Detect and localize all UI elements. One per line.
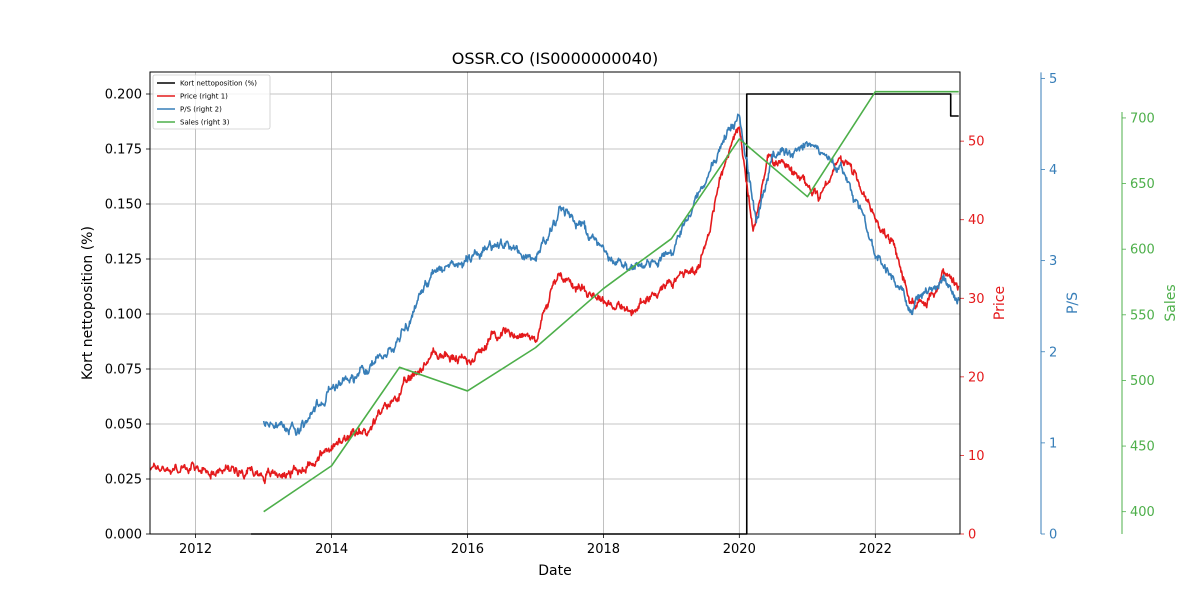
price-axis-tick-label: 40 <box>968 213 985 228</box>
ps-axis-tick-label: 2 <box>1049 345 1057 360</box>
axes-layer: 2012 2014 2016 2018 2020 20220.0000.0250.0500… <box>105 71 1155 557</box>
sales-axis-tick-label: 650 <box>1130 177 1155 192</box>
left-axis-tick-label: 0.075 <box>105 363 142 378</box>
x-tick-label: 2014 <box>315 542 348 557</box>
ps-axis-tick-label: 1 <box>1049 436 1057 451</box>
price-axis-tick-label: 20 <box>968 370 985 385</box>
left-axis-tick-label: 0.175 <box>105 143 142 158</box>
sales-axis-tick-label: 700 <box>1130 111 1155 126</box>
price-axis-tick-label: 10 <box>968 449 985 464</box>
ps-axis-tick-label: 4 <box>1049 163 1057 178</box>
sales-axis-tick-label: 550 <box>1130 308 1155 323</box>
legend: Kort nettoposition (%) Price (right 1) P/S… <box>152 74 271 130</box>
left-axis-tick-label: 0.100 <box>105 308 142 323</box>
legend-label-ps: P/S (right 2) <box>180 106 222 114</box>
left-axis-label: Kort nettoposition (%) <box>80 226 96 380</box>
x-tick-label: 2016 <box>451 542 484 557</box>
ps-axis-tick-label: 0 <box>1049 528 1057 543</box>
series-layer <box>149 90 960 535</box>
legend-label-short: Kort nettoposition (%) <box>180 80 257 88</box>
ps-axis-tick-label: 5 <box>1049 72 1057 87</box>
price-series-line <box>149 126 960 485</box>
x-axis-label: Date <box>538 563 571 579</box>
legend-label-price: Price (right 1) <box>180 93 228 101</box>
sales-axis-tick-label: 500 <box>1130 374 1155 389</box>
price-axis-tick-label: 30 <box>968 292 985 307</box>
left-axis-tick-label: 0.000 <box>105 528 142 543</box>
x-tick-label: 2018 <box>587 542 620 557</box>
price-axis-tick-label: 0 <box>968 528 976 543</box>
plot-frame <box>149 71 961 535</box>
sales-series-line <box>263 90 959 513</box>
price-axis-label: Price <box>992 286 1008 320</box>
sales-axis-tick-label: 600 <box>1130 243 1155 258</box>
x-tick-label: 2020 <box>723 542 756 557</box>
left-axis-tick-label: 0.150 <box>105 198 142 213</box>
sales-axis-tick-label: 450 <box>1130 440 1155 455</box>
sales-axis-tick-label: 400 <box>1130 505 1155 520</box>
x-tick-label: 2022 <box>859 542 892 557</box>
legend-box <box>152 74 271 130</box>
left-axis-tick-label: 0.050 <box>105 418 142 433</box>
left-axis-tick-label: 0.125 <box>105 253 142 268</box>
ps-series-line <box>262 113 960 436</box>
price-axis-tick-label: 50 <box>968 135 985 150</box>
ps-axis-label: P/S <box>1065 292 1081 314</box>
chart-title: OSSR.CO (IS0000000040) <box>452 49 659 68</box>
ps-axis-tick-label: 3 <box>1049 254 1057 269</box>
left-axis-tick-label: 0.025 <box>105 473 142 488</box>
x-tick-label: 2012 <box>179 542 212 557</box>
sales-axis-label: Sales <box>1163 284 1179 321</box>
legend-label-sales: Sales (right 3) <box>180 119 230 127</box>
grid-layer <box>150 72 960 535</box>
left-axis-tick-label: 0.200 <box>105 88 142 103</box>
